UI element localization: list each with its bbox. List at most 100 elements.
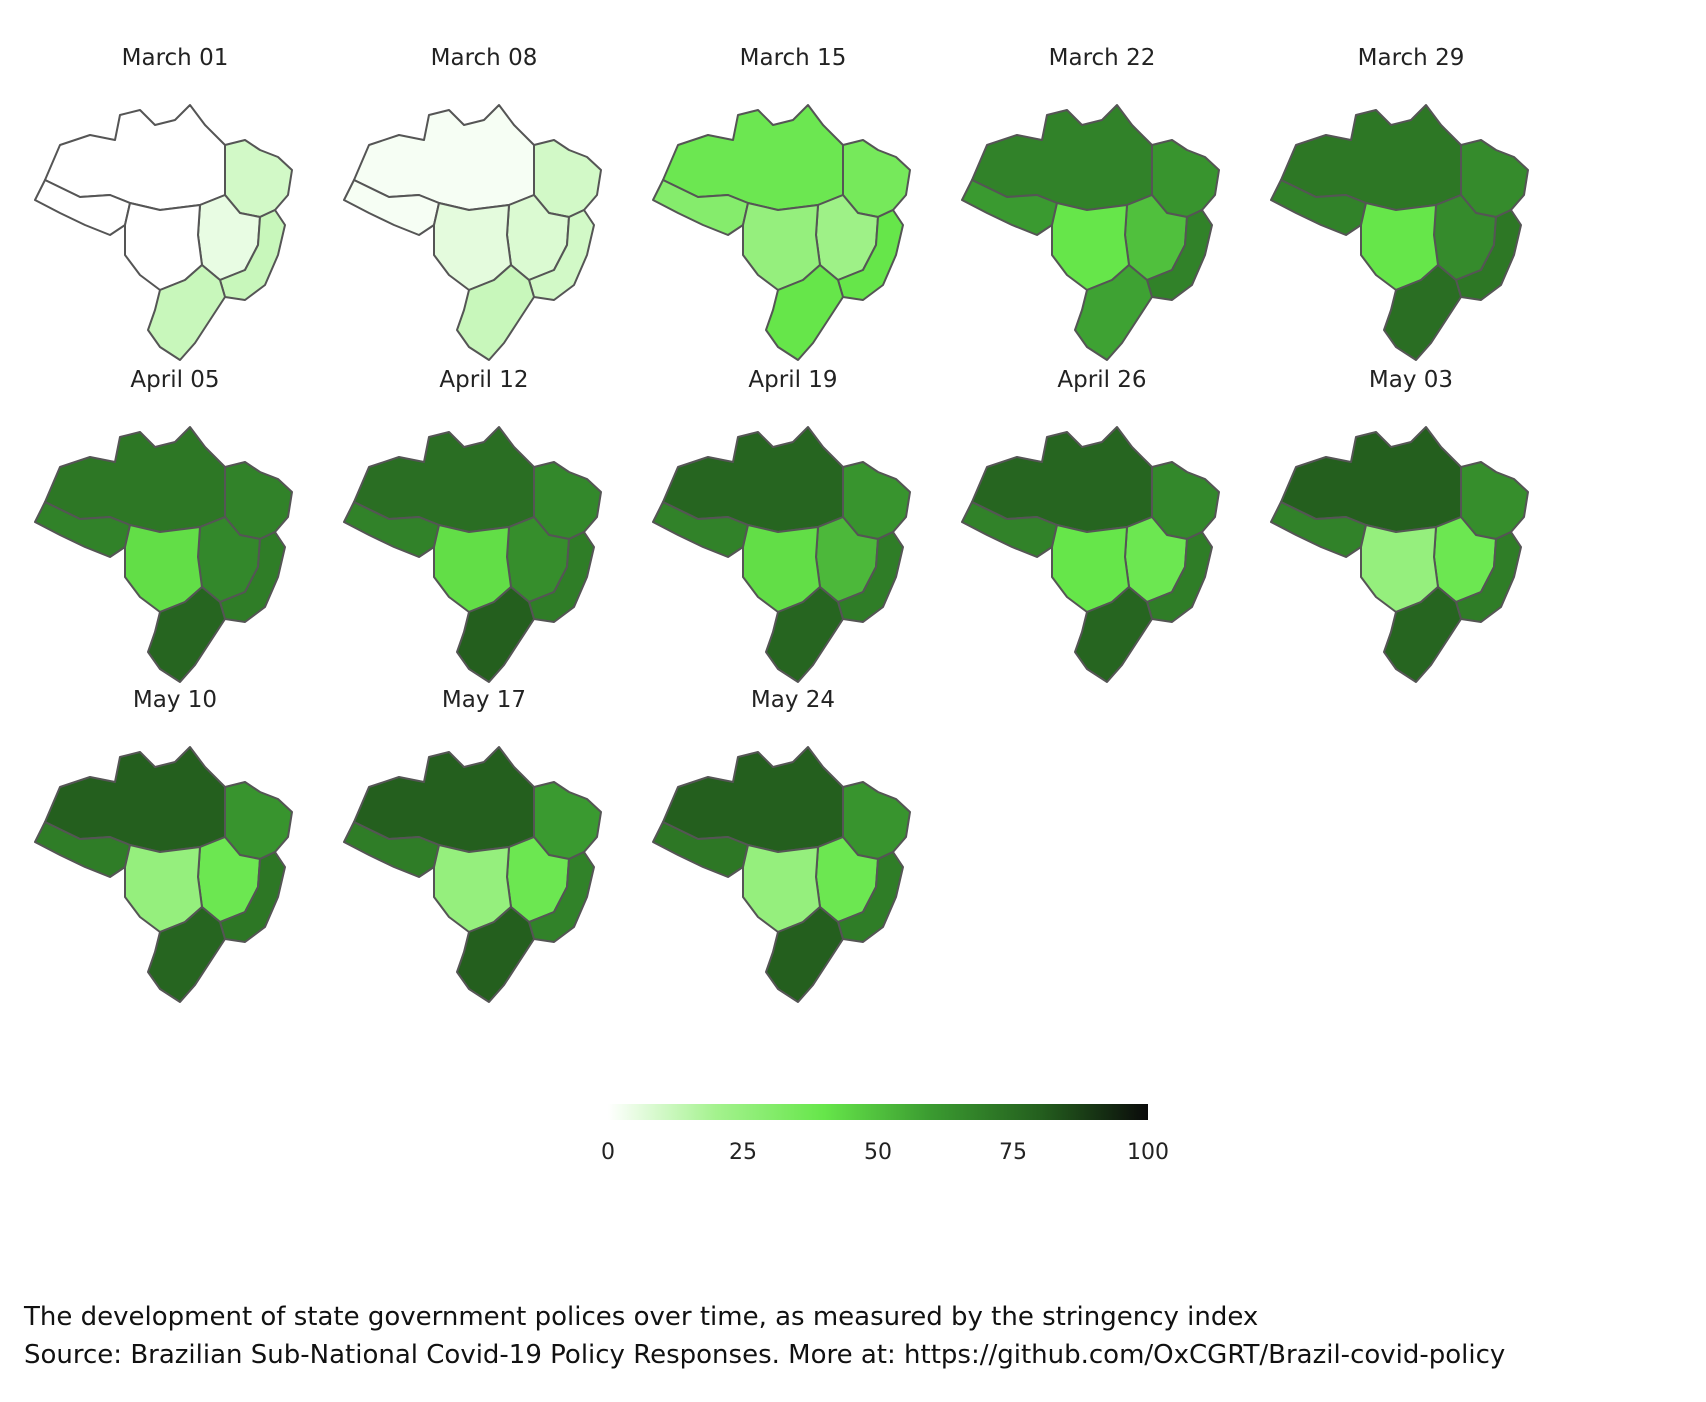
region-northwest — [652, 821, 749, 878]
brazil-map — [961, 426, 1220, 683]
figure-caption: The development of state government poli… — [24, 1298, 1505, 1374]
panel-title: May 03 — [1368, 367, 1454, 393]
panel-title: May 24 — [750, 687, 836, 713]
region-northwest — [961, 179, 1058, 236]
region-northeast — [533, 781, 602, 860]
region-northeast — [1460, 139, 1529, 218]
region-south — [147, 264, 226, 361]
region-northeast — [1151, 139, 1220, 218]
region-south — [765, 906, 844, 1003]
map-panel: March 15 — [633, 45, 953, 375]
panel-title: April 26 — [1057, 367, 1147, 393]
caption-line-1: The development of state government poli… — [24, 1302, 1259, 1332]
map-panel: May 24 — [633, 687, 953, 1017]
region-southeast — [1455, 531, 1522, 623]
region-northeast — [842, 139, 911, 218]
legend-tick-0: 0 — [601, 1140, 615, 1165]
region-northwest — [961, 501, 1058, 558]
region-southeast — [219, 209, 286, 301]
region-southeast — [219, 851, 286, 943]
region-northwest — [34, 179, 131, 236]
brazil-map — [652, 104, 911, 361]
region-southeast — [528, 531, 595, 623]
region-south — [1383, 264, 1462, 361]
legend-tick-75: 75 — [999, 1140, 1027, 1165]
region-northwest — [34, 501, 131, 558]
region-northwest — [652, 501, 749, 558]
region-southeast — [219, 531, 286, 623]
panel-title: March 22 — [1048, 45, 1156, 71]
region-northeast — [533, 139, 602, 218]
map-panel: April 12 — [324, 367, 644, 697]
region-southeast — [528, 209, 595, 301]
brazil-map — [34, 104, 293, 361]
region-south — [147, 906, 226, 1003]
region-southeast — [837, 531, 904, 623]
brazil-map — [1270, 104, 1529, 361]
region-south — [765, 264, 844, 361]
brazil-map — [343, 426, 602, 683]
region-northwest — [343, 179, 440, 236]
region-northeast — [1151, 461, 1220, 540]
region-south — [147, 586, 226, 683]
map-panel: April 26 — [942, 367, 1262, 697]
region-northwest — [1270, 179, 1367, 236]
region-northwest — [652, 179, 749, 236]
map-panel: March 22 — [942, 45, 1262, 375]
map-panel: May 03 — [1251, 367, 1571, 697]
region-south — [765, 586, 844, 683]
map-panel: March 29 — [1251, 45, 1571, 375]
panel-title: March 29 — [1357, 45, 1465, 71]
region-south — [456, 586, 535, 683]
region-northeast — [224, 461, 293, 540]
legend-tick-25: 25 — [729, 1140, 757, 1165]
legend-gradient-bar — [608, 1104, 1148, 1120]
region-southeast — [1146, 531, 1213, 623]
map-panel: April 19 — [633, 367, 953, 697]
region-south — [1074, 264, 1153, 361]
panel-title: April 05 — [130, 367, 220, 393]
region-northwest — [343, 821, 440, 878]
region-south — [1383, 586, 1462, 683]
brazil-map — [34, 426, 293, 683]
brazil-map — [1270, 426, 1529, 683]
legend-tick-50: 50 — [864, 1140, 892, 1165]
region-southeast — [1455, 209, 1522, 301]
region-south — [456, 264, 535, 361]
region-northwest — [343, 501, 440, 558]
panel-title: May 17 — [441, 687, 527, 713]
brazil-map — [961, 104, 1220, 361]
panel-title: March 15 — [739, 45, 847, 71]
panel-title: March 08 — [430, 45, 538, 71]
region-southeast — [837, 209, 904, 301]
panel-title: March 01 — [121, 45, 229, 71]
caption-line-2: Source: Brazilian Sub-National Covid-19 … — [24, 1340, 1506, 1370]
brazil-map — [34, 746, 293, 1003]
map-panel: May 17 — [324, 687, 644, 1017]
region-south — [456, 906, 535, 1003]
brazil-map — [652, 426, 911, 683]
map-panel: March 01 — [15, 45, 335, 375]
map-panel: April 05 — [15, 367, 335, 697]
color-legend: 0 25 50 75 100 — [600, 1104, 1169, 1174]
panel-title: April 12 — [439, 367, 529, 393]
legend-tick-100: 100 — [1127, 1140, 1169, 1165]
region-northeast — [1460, 461, 1529, 540]
region-northeast — [224, 781, 293, 860]
region-northeast — [842, 781, 911, 860]
region-northwest — [34, 821, 131, 878]
brazil-map — [652, 746, 911, 1003]
region-northwest — [1270, 501, 1367, 558]
region-northeast — [533, 461, 602, 540]
region-south — [1074, 586, 1153, 683]
region-southeast — [837, 851, 904, 943]
region-northeast — [842, 461, 911, 540]
brazil-map — [343, 104, 602, 361]
map-panel: March 08 — [324, 45, 644, 375]
panel-title: May 10 — [132, 687, 218, 713]
region-northeast — [224, 139, 293, 218]
brazil-map — [343, 746, 602, 1003]
panel-title: April 19 — [748, 367, 838, 393]
region-southeast — [528, 851, 595, 943]
map-grid: March 01 March 08 March 15 March 22 March 29… — [15, 45, 1571, 1017]
